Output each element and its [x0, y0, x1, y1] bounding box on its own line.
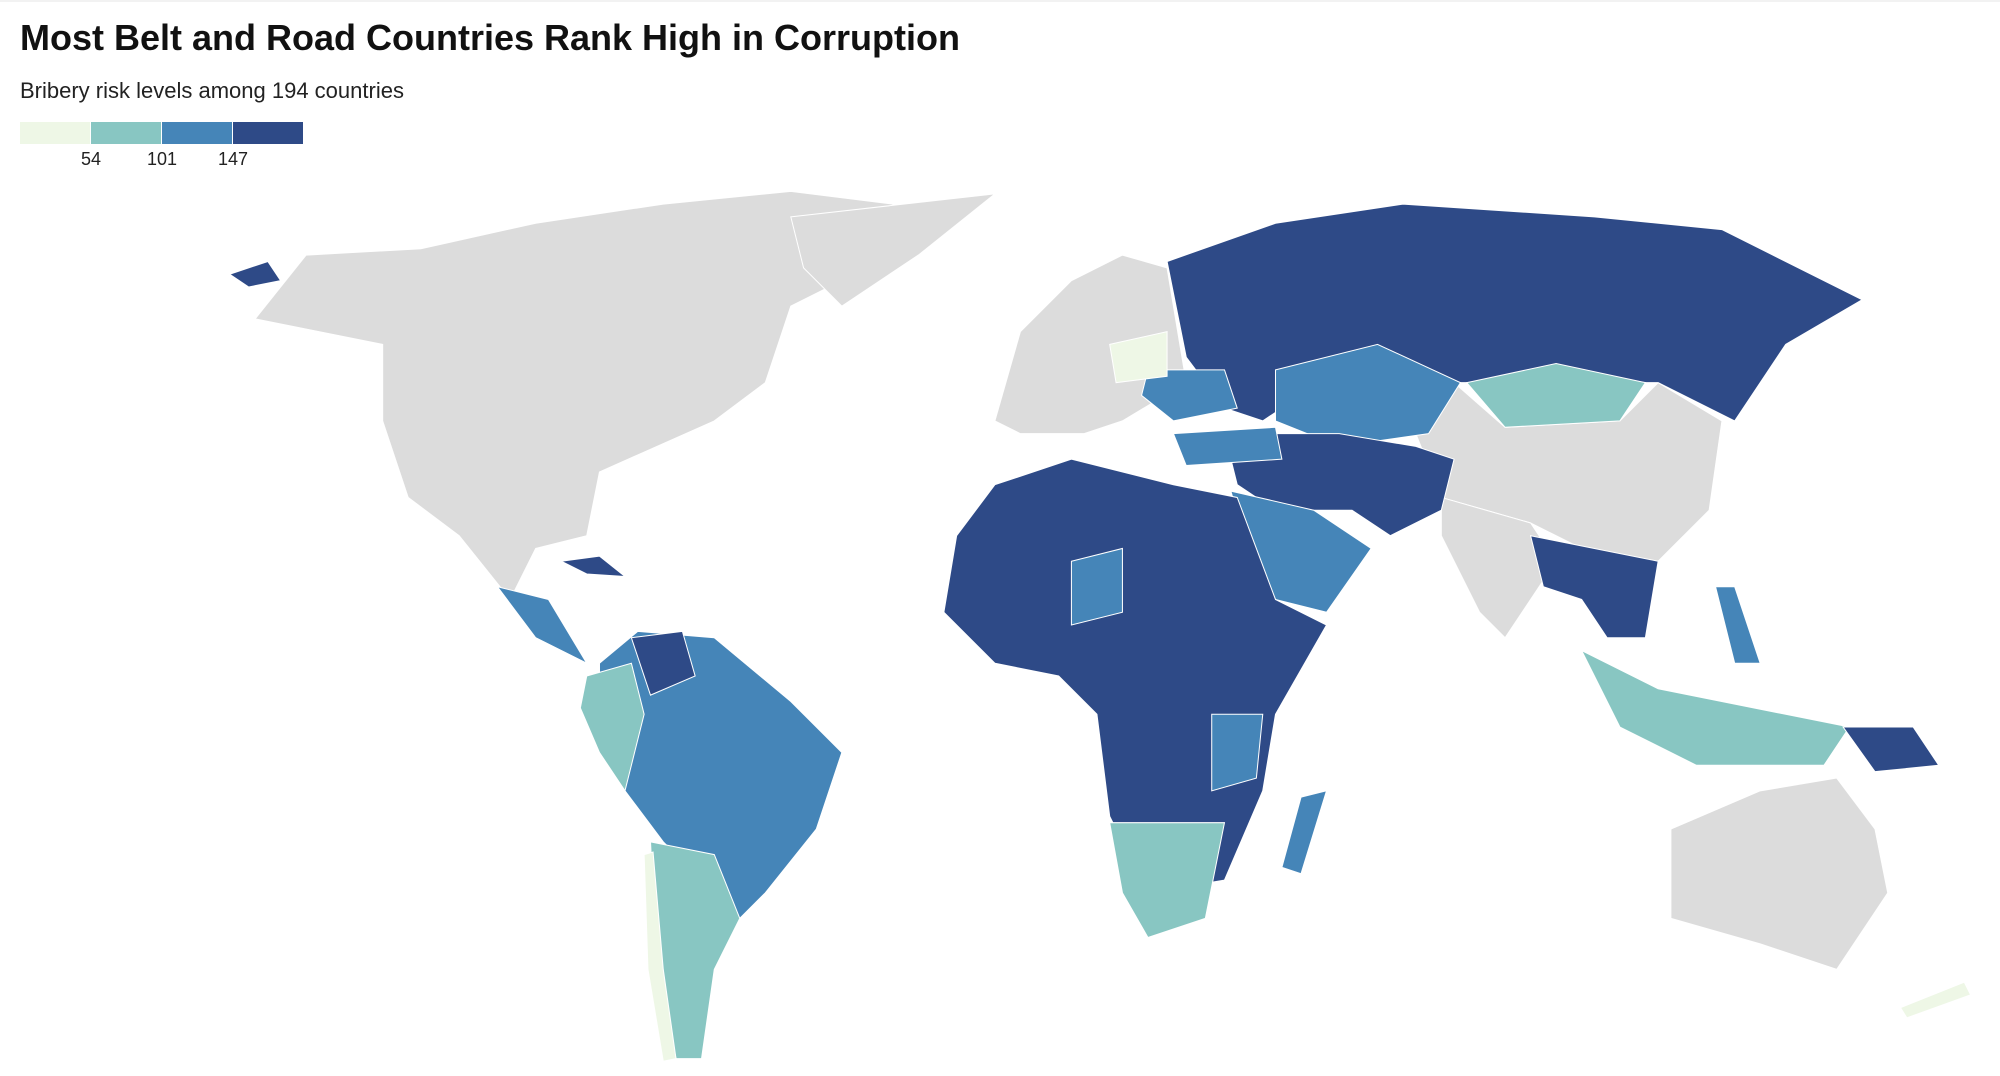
region	[1842, 726, 1940, 773]
legend-swatch	[233, 122, 303, 144]
legend-tick-label: 147	[218, 149, 248, 169]
region	[1670, 777, 1889, 970]
region	[1140, 369, 1238, 422]
region	[643, 851, 677, 1062]
legend-swatch	[91, 122, 161, 144]
region	[1281, 790, 1328, 875]
region	[1172, 426, 1283, 467]
region	[1440, 496, 1557, 639]
legend-swatch	[162, 122, 232, 144]
legend: 54 101 147	[20, 122, 303, 169]
region	[1070, 547, 1123, 626]
region	[496, 585, 589, 665]
region	[1274, 343, 1462, 447]
region	[1211, 713, 1264, 792]
world-map	[228, 190, 1972, 1062]
region	[630, 630, 696, 696]
region	[1465, 362, 1647, 428]
region	[994, 254, 1187, 435]
region	[1109, 822, 1226, 939]
region	[1899, 981, 1972, 1019]
region	[1109, 330, 1168, 384]
legend-tick-label: 101	[147, 149, 177, 169]
region	[1580, 649, 1851, 766]
subtitle: Bribery risk levels among 194 countries	[20, 78, 404, 103]
region	[790, 193, 997, 307]
region	[1714, 586, 1761, 664]
legend-tick-label: 54	[81, 149, 101, 169]
region	[228, 260, 282, 288]
title: Most Belt and Road Countries Rank High i…	[20, 17, 960, 58]
region	[254, 190, 894, 601]
region	[1529, 535, 1659, 639]
legend-swatch	[20, 122, 90, 144]
region	[579, 662, 645, 793]
region	[559, 555, 627, 578]
